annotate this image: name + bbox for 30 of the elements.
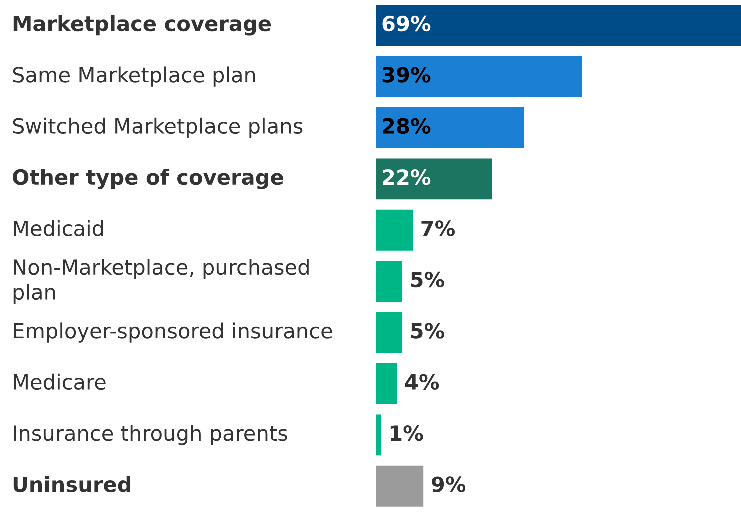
y-tick-label: Uninsured: [14, 476, 131, 492]
data-label: 5%: [411, 323, 444, 339]
data-label: 28%: [383, 118, 431, 134]
data-label: 4%: [405, 374, 440, 390]
y-tick-label: Insurance through parents: [14, 425, 288, 446]
bar: [376, 364, 398, 404]
y-tick-label: Same Marketplace plan: [13, 66, 256, 87]
bar: [376, 108, 524, 148]
bar: [376, 466, 424, 507]
bar: [376, 312, 402, 354]
y-tick-label: Marketplace coverage: [14, 15, 272, 36]
data-label: 9%: [432, 476, 466, 492]
y-tick-label: Other type of coverage: [13, 169, 284, 190]
y-tick-label: Medicare: [14, 374, 106, 390]
data-label: 7%: [422, 220, 456, 236]
bar: [376, 158, 492, 200]
data-label: 5%: [411, 272, 444, 288]
y-tick-label: Non-Marketplace, purchased plan: [14, 259, 309, 304]
data-label: 69%: [382, 16, 431, 32]
bar: [376, 210, 414, 251]
y-tick-label: Switched Marketplace plans: [13, 118, 303, 138]
y-tick-label: Medicaid: [14, 220, 104, 236]
bar: [376, 414, 382, 456]
bar: [376, 5, 741, 46]
bar: [376, 56, 582, 98]
bar: [376, 261, 402, 302]
data-label: 1%: [390, 425, 424, 442]
y-tick-label: Employer-sponsored insurance: [14, 322, 332, 343]
data-label: 39%: [382, 67, 431, 83]
data-label: 22%: [383, 169, 431, 186]
